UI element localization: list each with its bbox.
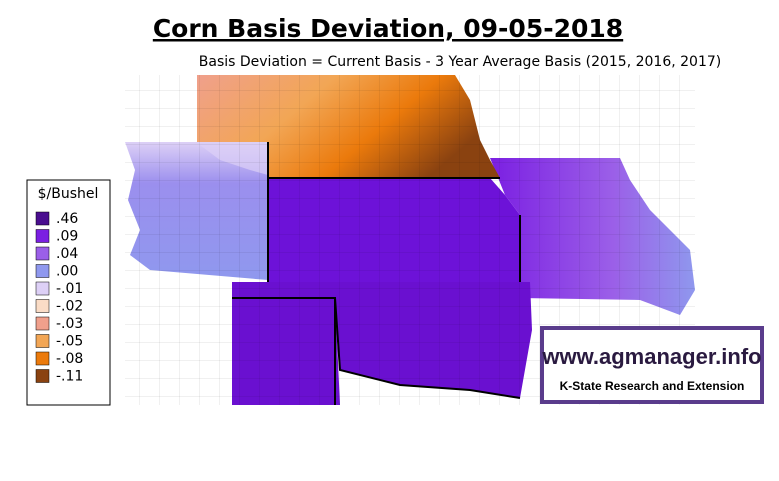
legend-swatch: [35, 229, 50, 243]
legend-swatch: [35, 316, 50, 331]
legend-label: .09: [56, 229, 78, 245]
legend-swatch: [35, 281, 50, 296]
legend-label: .04: [56, 246, 78, 262]
legend-swatch: [35, 264, 50, 278]
logo-url: www.agmanager.info: [541, 344, 761, 369]
legend-title: $/Bushel: [38, 186, 99, 202]
legend-label: -.03: [56, 316, 83, 332]
subtitle: Basis Deviation = Current Basis - 3 Year…: [199, 54, 721, 70]
state-borders: [232, 142, 521, 405]
legend-label: -.01: [56, 281, 83, 297]
logo-box: [540, 326, 764, 404]
legend-swatch: [35, 211, 50, 226]
legend-swatch: [35, 351, 50, 366]
legend-label: .00: [56, 264, 78, 280]
legend-label: -.02: [56, 299, 83, 315]
logo-org: K-State Research and Extension: [560, 379, 745, 393]
legend-items: .46 .09.04 .00-.01 -.02-.03 -.05-.08 -.11: [35, 211, 83, 385]
legend-swatch: [35, 369, 50, 383]
legend-swatch: [35, 299, 50, 313]
legend-label: -.08: [56, 351, 83, 367]
legend-swatch: [35, 246, 50, 261]
legend-label: -.05: [56, 334, 83, 350]
legend-label: .46: [56, 211, 78, 227]
legend-label: -.11: [56, 369, 83, 385]
title: Corn Basis Deviation, 09-05-2018: [153, 14, 623, 43]
legend-swatch: [35, 334, 50, 348]
